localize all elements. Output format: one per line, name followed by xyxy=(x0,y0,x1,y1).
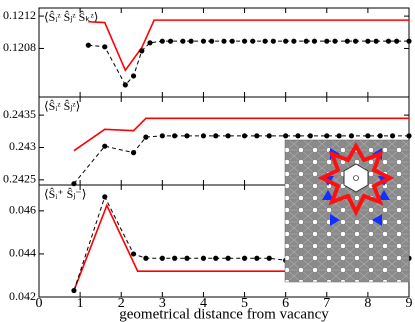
y-tick-label: 0.1212 xyxy=(3,8,36,22)
x-tick-label: 9 xyxy=(406,296,413,311)
data-point xyxy=(241,38,248,44)
data-point xyxy=(184,133,190,139)
data-point xyxy=(365,38,371,44)
x-tick-label: 8 xyxy=(364,296,371,311)
data-point xyxy=(71,287,77,294)
data-point xyxy=(130,150,137,156)
x-tick-label: 3 xyxy=(159,296,166,311)
data-point xyxy=(225,255,231,261)
series-line xyxy=(73,203,409,291)
panel-label: ⟨Ŝᵢᶻ Ŝⱼᶻ⟩ xyxy=(44,99,80,113)
data-point xyxy=(147,40,153,46)
data-point xyxy=(283,133,289,139)
panel-label: ⟨Ŝᵢ⁺ Ŝⱼ⁻⟩ xyxy=(44,187,86,201)
y-tick-label: 0.046 xyxy=(9,203,36,217)
data-point xyxy=(221,38,227,44)
data-point xyxy=(130,251,137,257)
data-point xyxy=(143,134,149,140)
x-tick-label: 5 xyxy=(241,296,248,311)
data-point xyxy=(262,38,268,44)
y-tick-label: 0.044 xyxy=(9,246,36,260)
data-point xyxy=(406,133,412,139)
data-point xyxy=(344,38,350,44)
data-point xyxy=(241,133,248,139)
series-line xyxy=(88,40,409,86)
data-point xyxy=(241,255,248,261)
data-point xyxy=(254,255,260,261)
data-point xyxy=(159,133,165,139)
y-tick-label: 0.243 xyxy=(9,139,36,153)
data-point xyxy=(184,255,190,261)
data-point xyxy=(307,133,313,139)
y-tick-label: 0.042 xyxy=(9,289,36,303)
series-line xyxy=(88,19,409,72)
data-point xyxy=(348,133,355,139)
data-point xyxy=(283,38,289,44)
data-point xyxy=(365,133,371,139)
data-point xyxy=(167,38,174,44)
data-point xyxy=(180,38,186,44)
x-tick-label: 2 xyxy=(118,296,125,311)
data-point xyxy=(266,255,272,261)
x-tick-label: 1 xyxy=(77,296,84,311)
data-point xyxy=(139,48,145,54)
data-point xyxy=(394,38,400,44)
data-point xyxy=(200,38,207,44)
data-point xyxy=(102,143,108,149)
data-point xyxy=(377,133,383,139)
data-point xyxy=(130,73,137,79)
x-tick-label: 6 xyxy=(282,296,289,311)
data-point xyxy=(406,38,412,44)
data-point xyxy=(102,44,108,50)
data-point xyxy=(336,133,342,139)
data-point xyxy=(373,38,379,44)
data-point xyxy=(159,38,165,44)
data-point xyxy=(311,38,318,44)
data-point xyxy=(295,133,301,139)
data-point xyxy=(352,38,359,44)
data-point xyxy=(303,38,309,44)
x-tick-label: 7 xyxy=(323,296,330,311)
inset-image xyxy=(284,139,410,283)
x-tick-label: 4 xyxy=(200,296,207,311)
data-point xyxy=(332,38,338,44)
y-tick-label: 0.1208 xyxy=(3,40,36,54)
data-point xyxy=(254,133,260,139)
data-point xyxy=(209,38,215,44)
x-tick-label: 0 xyxy=(36,296,43,311)
data-point xyxy=(200,255,207,261)
data-point xyxy=(200,133,207,139)
data-point xyxy=(229,38,235,44)
data-point xyxy=(324,133,330,139)
data-point xyxy=(172,133,178,139)
data-point xyxy=(266,133,272,139)
data-point xyxy=(213,133,219,139)
data-point xyxy=(71,181,77,187)
panel-label: ⟨Ŝᵢᶻ Ŝⱼᶻ Ŝₖᶻ⟩ xyxy=(44,10,98,24)
series-line xyxy=(73,135,409,185)
y-tick-label: 0.2435 xyxy=(3,107,36,121)
data-point xyxy=(188,38,194,44)
data-point xyxy=(225,133,231,139)
data-point xyxy=(324,38,330,44)
data-point xyxy=(143,255,149,261)
y-tick-label: 0.2425 xyxy=(3,172,36,186)
data-point xyxy=(213,255,219,261)
data-point xyxy=(159,255,165,261)
data-point xyxy=(389,133,396,139)
data-point xyxy=(385,38,392,44)
data-point xyxy=(291,38,297,44)
data-point xyxy=(102,194,108,200)
data-point xyxy=(122,82,128,88)
data-point xyxy=(85,42,91,48)
data-point xyxy=(172,255,178,261)
data-point xyxy=(270,38,276,44)
x-axis-title: geometrical distance from vacancy xyxy=(119,306,329,322)
series-line xyxy=(73,117,409,152)
data-point xyxy=(250,38,256,44)
